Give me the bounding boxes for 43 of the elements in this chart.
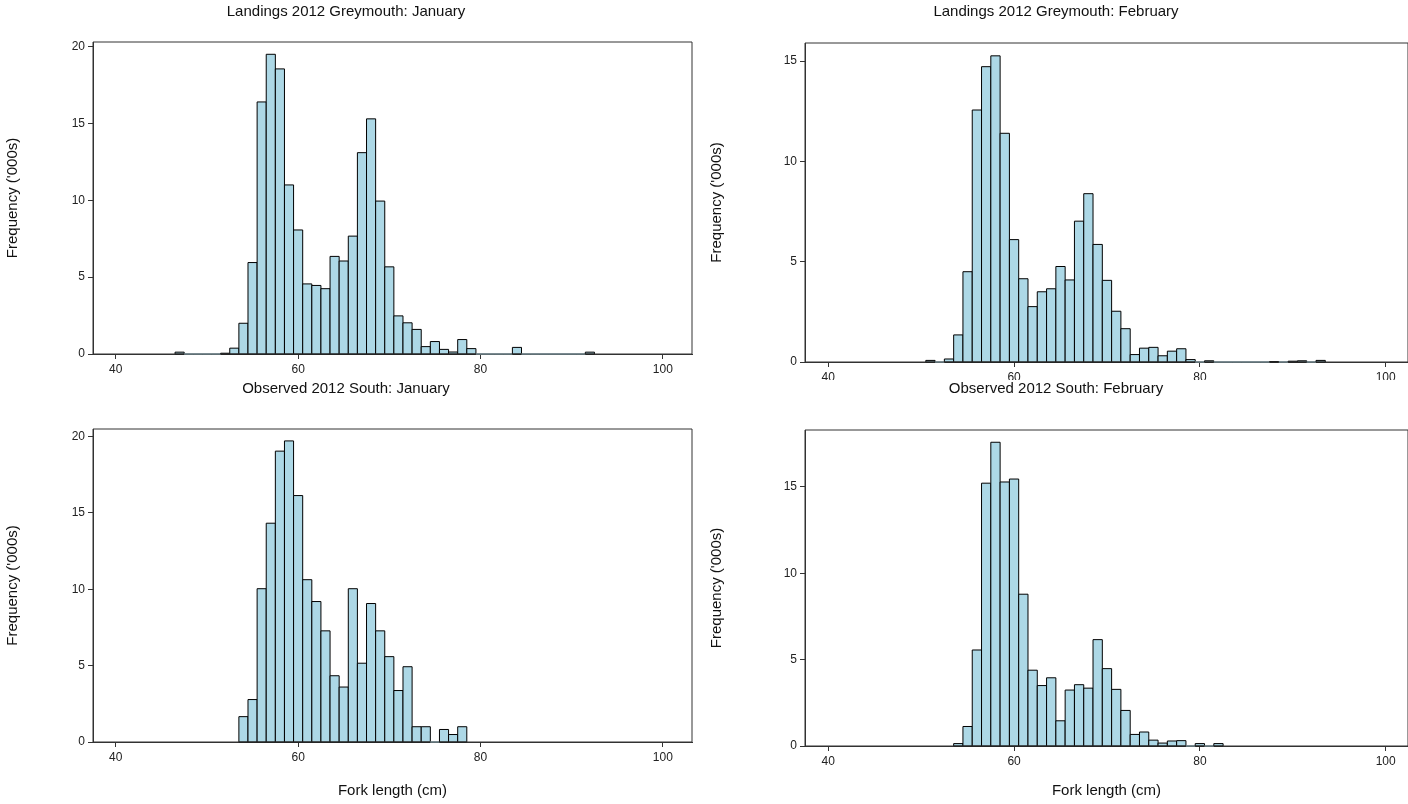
x-tick-label: 100 (652, 361, 674, 376)
y-axis-title: Frequency ('000s) (707, 527, 725, 649)
y-axis-title: Frequency ('000s) (3, 525, 21, 646)
x-tick-label: 80 (473, 749, 488, 764)
y-tick-label: 0 (78, 346, 86, 361)
chart-title: Observed 2012 South: January (242, 379, 451, 397)
x-tick-label: 60 (291, 749, 306, 764)
x-tick-label: 100 (1375, 753, 1397, 768)
x-tick-label: 40 (109, 749, 123, 764)
y-tick-label: 5 (790, 651, 798, 666)
x-axis-title: Fork length (cm) (337, 781, 448, 799)
y-tick-label: 0 (790, 354, 798, 369)
y-tick-label: 10 (783, 565, 798, 580)
y-tick-label: 15 (783, 479, 798, 494)
x-tick-label: 40 (821, 369, 836, 384)
y-tick-label: 5 (78, 269, 86, 284)
y-tick-label: 10 (71, 581, 86, 596)
x-tick-label: 80 (473, 361, 488, 376)
y-tick-label: 10 (71, 192, 86, 207)
x-axis-title: Fork length (cm) (1051, 781, 1162, 799)
y-axis-title: Frequency ('000s) (707, 142, 725, 263)
chart-title: Landings 2012 Greymouth: January (226, 2, 466, 20)
y-tick-label: 15 (71, 505, 86, 520)
y-tick-label: 15 (71, 115, 86, 130)
y-tick-label: 5 (790, 254, 798, 268)
x-tick-label: 80 (1193, 753, 1207, 768)
chart-title: Observed 2012 South: February (948, 379, 1164, 397)
y-tick-label: 0 (78, 734, 86, 749)
x-tick-label: 40 (109, 361, 123, 376)
y-tick-label: 10 (783, 153, 798, 168)
y-tick-label: 20 (71, 428, 86, 443)
y-axis-title: Frequency ('000s) (3, 137, 21, 259)
x-tick-label: 100 (652, 749, 674, 764)
x-tick-label: 60 (1007, 753, 1022, 768)
y-tick-label: 20 (71, 38, 86, 53)
x-tick-label: 80 (1193, 369, 1207, 384)
x-tick-label: 100 (1375, 369, 1397, 384)
chart-title: Landings 2012 Greymouth: February (933, 2, 1180, 20)
x-tick-label: 60 (291, 361, 306, 376)
y-tick-label: 0 (790, 738, 798, 753)
x-tick-label: 40 (821, 753, 836, 768)
y-tick-label: 5 (78, 657, 86, 672)
y-tick-label: 15 (783, 53, 798, 68)
